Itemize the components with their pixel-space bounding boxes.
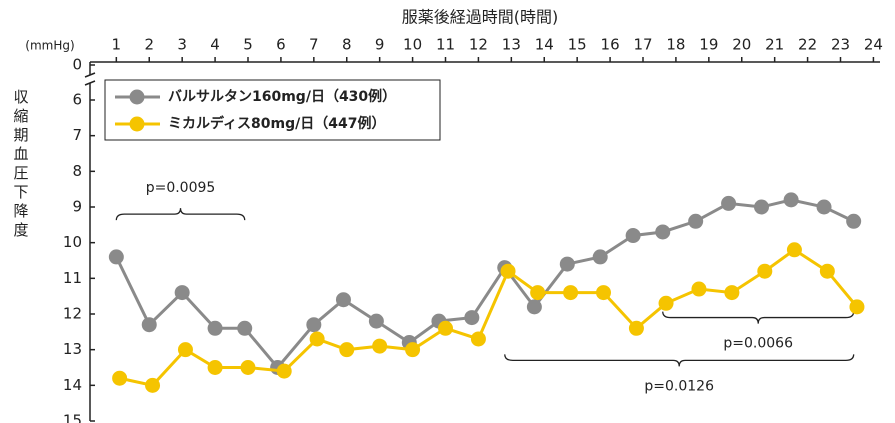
y-tick-label: 9: [72, 198, 82, 216]
legend-marker: [129, 89, 145, 105]
point: [530, 285, 546, 301]
y-tick-label: 14: [63, 376, 82, 394]
x-tick-label: 1: [112, 36, 122, 54]
x-tick-label: 9: [375, 36, 385, 54]
x-tick-label: 13: [502, 36, 521, 54]
point: [819, 263, 835, 279]
point: [846, 213, 862, 229]
x-tick-label: 11: [436, 36, 455, 54]
point: [628, 320, 644, 336]
point: [721, 195, 737, 211]
axis-break: [84, 72, 96, 86]
y-axis-label: 収縮期血圧下降度: [12, 89, 30, 241]
point: [335, 292, 351, 308]
point: [306, 317, 322, 333]
chart-title: 服薬後経過時間(時間): [402, 8, 559, 27]
point: [724, 285, 740, 301]
y-unit: (mmHg): [25, 39, 74, 53]
bracket: [662, 311, 855, 324]
y-tick-label: 6: [72, 91, 82, 109]
point: [757, 263, 773, 279]
legend-label: ミカルディス80mg/日（447例）: [168, 115, 385, 132]
y-tick-label: 8: [72, 162, 82, 180]
point: [438, 320, 453, 336]
bracket: [115, 208, 246, 221]
point: [849, 299, 865, 315]
point: [405, 342, 421, 358]
x-tick-label: 22: [798, 36, 817, 54]
point: [592, 249, 608, 265]
x-tick-label: 3: [177, 36, 187, 54]
point: [177, 342, 193, 358]
point: [816, 199, 832, 215]
y-tick-label: 13: [63, 340, 82, 358]
legend-box: [104, 79, 441, 141]
point: [596, 285, 611, 301]
x-tick-label: 21: [765, 36, 784, 54]
x-tick-label: 12: [469, 36, 488, 54]
point: [655, 224, 671, 240]
point: [368, 313, 384, 329]
y-tick-label: 0: [72, 56, 82, 74]
annotation: p=0.0095: [146, 180, 216, 196]
point: [688, 213, 704, 229]
point: [559, 256, 575, 272]
point: [691, 281, 707, 297]
bracket: [504, 354, 855, 367]
y-tick-label: 7: [72, 126, 82, 144]
point: [240, 360, 256, 375]
point: [108, 249, 124, 265]
point: [207, 320, 223, 336]
x-tick-label: 16: [601, 36, 620, 54]
x-tick-label: 6: [276, 36, 286, 54]
point: [783, 192, 799, 208]
point: [372, 338, 388, 354]
x-tick-label: 18: [666, 36, 685, 54]
x-tick-label: 10: [403, 36, 422, 54]
x-tick-label: 20: [732, 36, 751, 54]
point: [145, 377, 161, 393]
point: [309, 331, 325, 347]
x-tick-label: 23: [831, 36, 850, 54]
point: [237, 320, 253, 336]
y-tick-label: 10: [63, 233, 82, 251]
x-tick-label: 19: [699, 36, 718, 54]
point: [141, 317, 157, 333]
point: [658, 295, 674, 311]
legend-marker: [129, 116, 145, 132]
y-tick-label: 12: [63, 305, 82, 323]
point: [500, 263, 516, 279]
x-tick-label: 15: [568, 36, 587, 54]
x-tick-label: 24: [864, 36, 883, 54]
point: [207, 360, 223, 375]
point: [563, 285, 579, 301]
annotation: p=0.0066: [723, 336, 793, 352]
x-tick-label: 7: [309, 36, 319, 54]
point: [339, 342, 355, 358]
point: [276, 363, 292, 379]
annotation: p=0.0126: [644, 378, 714, 394]
point: [470, 331, 486, 347]
point: [625, 228, 641, 244]
point: [526, 299, 542, 315]
point: [754, 199, 769, 215]
y-tick-label: 11: [63, 269, 82, 287]
point: [786, 242, 802, 258]
x-tick-label: 14: [535, 36, 554, 54]
y-tick-label: 15: [63, 412, 82, 423]
x-tick-label: 5: [243, 36, 253, 54]
x-tick-label: 17: [633, 36, 652, 54]
x-tick-label: 2: [144, 36, 154, 54]
x-tick-label: 4: [210, 36, 220, 54]
point: [174, 285, 190, 301]
point: [112, 370, 128, 386]
legend-label: バルサルタン160mg/日（430例）: [168, 88, 396, 105]
point: [464, 310, 480, 326]
x-tick-label: 8: [342, 36, 352, 54]
